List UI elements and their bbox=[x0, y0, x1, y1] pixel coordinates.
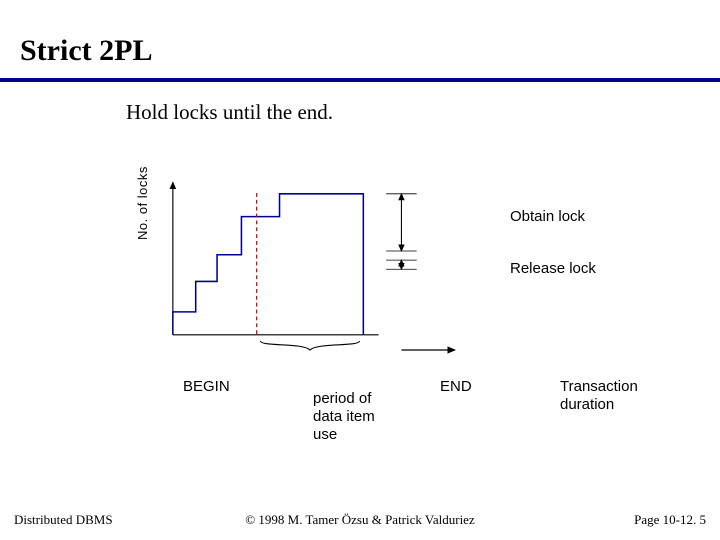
end-label: END bbox=[440, 378, 472, 395]
strict-2pl-chart bbox=[150, 165, 470, 375]
slide-title: Strict 2PL bbox=[20, 34, 152, 68]
footer-right: Page 10-12. 5 bbox=[634, 512, 706, 528]
transaction-label: Transactionduration bbox=[560, 378, 638, 414]
footer-left: Distributed DBMS bbox=[14, 512, 113, 528]
title-rule bbox=[0, 78, 720, 82]
release-lock-label: Release lock bbox=[510, 260, 596, 277]
footer-center: © 1998 M. Tamer Özsu & Patrick Valduriez bbox=[245, 512, 474, 528]
subtitle: Hold locks until the end. bbox=[126, 100, 333, 125]
period-brace bbox=[260, 341, 359, 350]
lock-step-line bbox=[173, 194, 363, 335]
y-axis-label: No. of locks bbox=[135, 166, 150, 240]
obtain-lock-label: Obtain lock bbox=[510, 208, 585, 225]
period-label: period ofdata itemuse bbox=[313, 390, 375, 444]
begin-label: BEGIN bbox=[183, 378, 230, 395]
